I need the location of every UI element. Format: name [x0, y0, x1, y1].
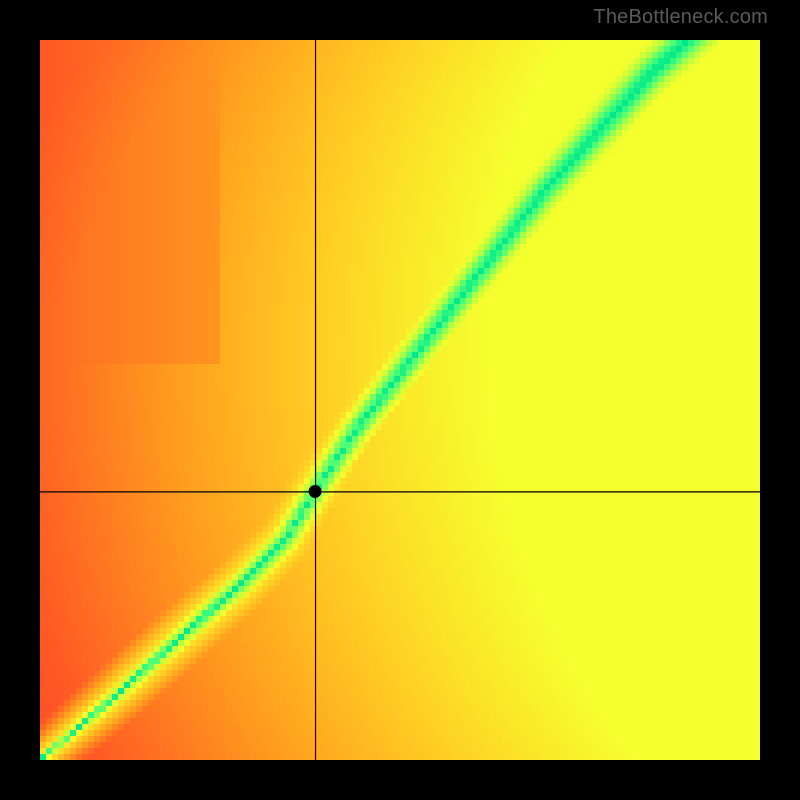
- chart-container: TheBottleneck.com: [0, 0, 800, 800]
- crosshair-overlay: [40, 40, 760, 760]
- watermark-text: TheBottleneck.com: [593, 6, 768, 29]
